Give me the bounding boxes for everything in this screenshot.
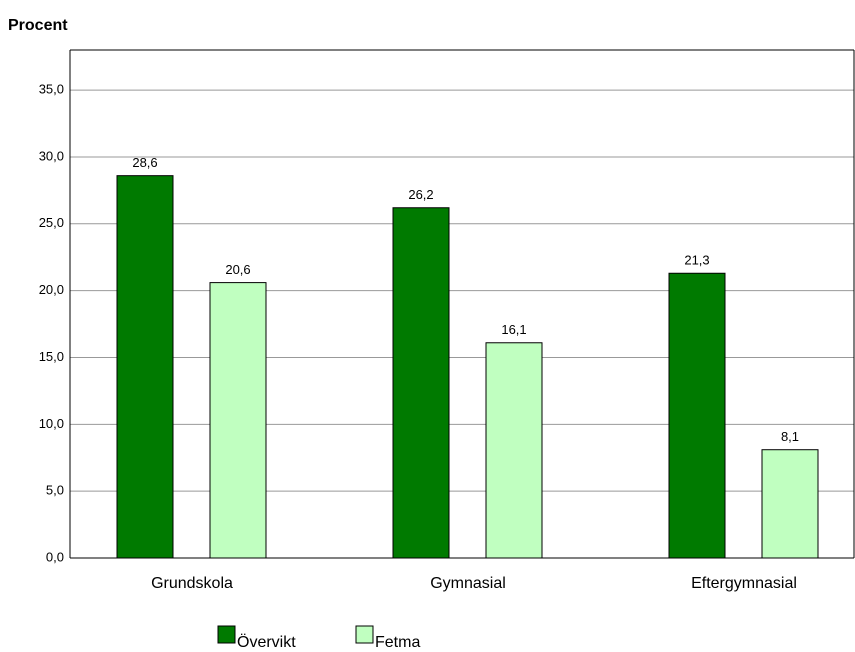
- bar: [209, 282, 267, 559]
- bar: [761, 449, 819, 559]
- y-tick-label: 25,0: [39, 215, 64, 230]
- bar: [485, 342, 543, 559]
- data-label: 21,3: [684, 253, 709, 268]
- x-tick-label: Gymnasial: [430, 575, 506, 592]
- data-label: 8,1: [781, 429, 799, 444]
- y-tick-label: 20,0: [39, 282, 64, 297]
- y-tick-label: 0,0: [46, 549, 64, 564]
- data-label: 16,1: [501, 322, 526, 337]
- legend-swatch: [217, 625, 236, 644]
- data-label: 20,6: [225, 262, 250, 277]
- bar: [392, 207, 450, 559]
- data-label: 28,6: [132, 155, 157, 170]
- x-tick-label: Eftergymnasial: [691, 575, 797, 592]
- legend-label: Fetma: [375, 634, 420, 651]
- y-tick-label: 5,0: [46, 483, 64, 498]
- y-axis-title: Procent: [8, 17, 68, 34]
- bar: [668, 272, 726, 559]
- y-tick-label: 35,0: [39, 82, 64, 97]
- data-label: 26,2: [408, 187, 433, 202]
- y-tick-label: 15,0: [39, 349, 64, 364]
- bar: [116, 175, 174, 559]
- y-tick-label: 10,0: [39, 416, 64, 431]
- legend-label: Övervikt: [237, 633, 296, 651]
- legend-swatch: [355, 625, 374, 644]
- x-tick-label: Grundskola: [151, 575, 233, 592]
- y-tick-label: 30,0: [39, 148, 64, 163]
